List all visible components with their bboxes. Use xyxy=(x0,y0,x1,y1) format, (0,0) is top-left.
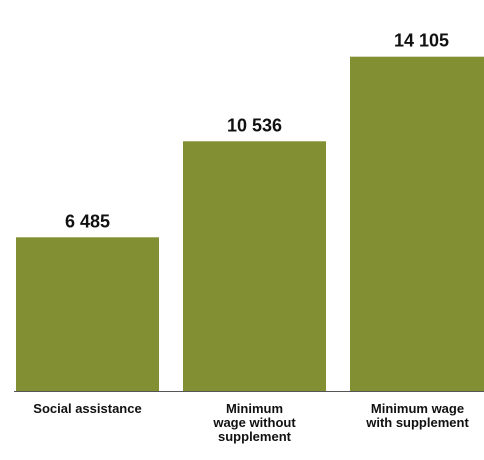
category-label-1: Social assistance xyxy=(33,401,141,416)
value-labels-layer: 6 485 10 536 14 105 xyxy=(65,31,449,232)
category-label-3: Minimum wage with supplement xyxy=(365,401,469,430)
value-label-3: 14 105 xyxy=(394,31,449,51)
category-labels-layer: Social assistance Minimum wage without supp… xyxy=(33,401,469,444)
category-label-2: Minimum wage without supplement xyxy=(212,401,296,444)
bar-3 xyxy=(350,56,484,392)
bar-1 xyxy=(16,237,159,391)
bar-2 xyxy=(183,141,326,391)
bars-layer xyxy=(16,56,484,392)
value-label-1: 6 485 xyxy=(65,211,110,231)
value-label-2: 10 536 xyxy=(227,115,282,135)
